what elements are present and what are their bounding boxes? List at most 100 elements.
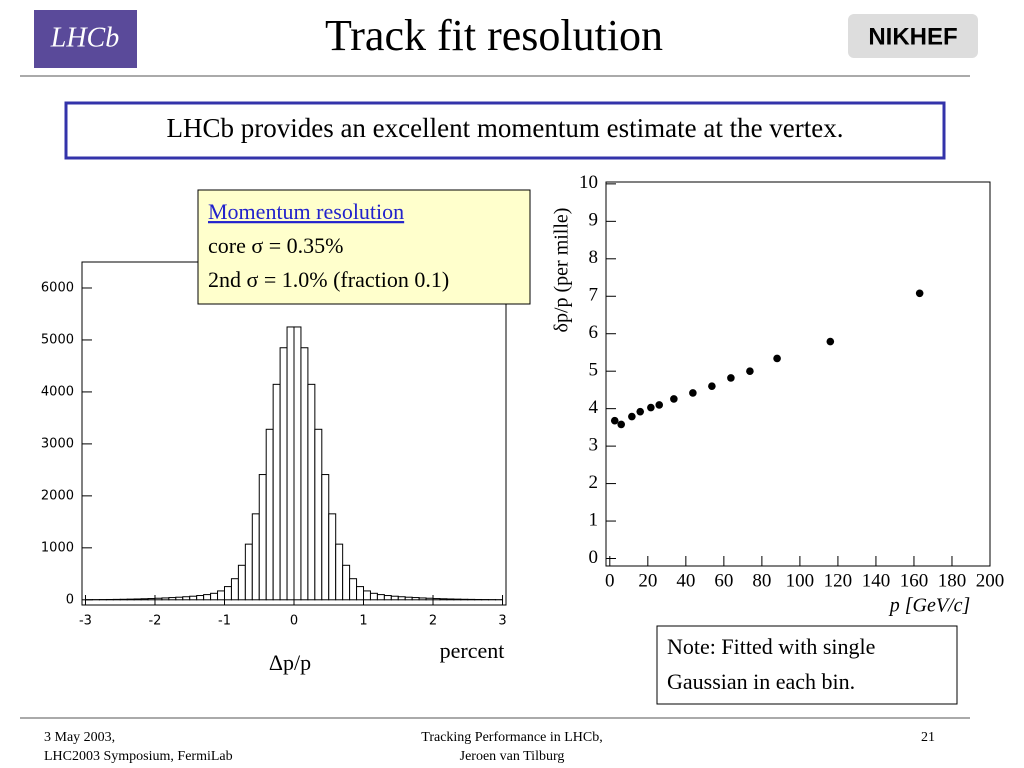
bar [196, 595, 205, 601]
x-tick-label: 2 [429, 614, 437, 629]
bar [321, 474, 330, 601]
note-line: Gaussian in each bin. [667, 669, 855, 694]
bar [286, 326, 295, 601]
x-tick-label: 3 [498, 614, 506, 629]
bar [237, 564, 246, 601]
note-box [656, 625, 958, 705]
x-tick-label: 20 [638, 570, 657, 591]
point [610, 416, 619, 425]
bar [217, 590, 225, 601]
histogram-chart: Δp/p percent -3 -2 -1 0 1 2 3 0 1000 2000 3000 4000 50… [41, 261, 507, 675]
bar [251, 513, 260, 601]
point [773, 354, 781, 363]
y-tick-label: 8 [589, 247, 599, 268]
y-tick-label: 4000 [41, 384, 74, 399]
point [636, 407, 645, 416]
y-axis-label: δp/p (per mille) [551, 208, 573, 333]
bar [369, 592, 378, 601]
bar [349, 578, 358, 601]
footer-center: Tracking Performance in LHCb, [421, 730, 602, 745]
bar [300, 347, 309, 601]
title: Track fit resolution [325, 11, 663, 60]
bar [397, 596, 406, 601]
bar [140, 598, 149, 601]
annotation-box [197, 189, 531, 305]
bar [376, 594, 385, 601]
x-tick-label: 200 [976, 570, 1005, 591]
y-tick-label: 9 [589, 210, 599, 231]
bar [446, 598, 455, 601]
bar [126, 598, 135, 601]
y-tick-label: 3 [589, 434, 599, 455]
y-tick-label: 5000 [41, 332, 74, 347]
callout: LHCb provides an excellent momentum esti… [166, 113, 843, 143]
point [628, 412, 636, 421]
bar [119, 598, 128, 601]
x-tick-label: 140 [862, 570, 891, 591]
bar [383, 595, 392, 601]
annotation-line: core σ = 0.35% [208, 233, 343, 258]
y-tick-label: 2 [589, 472, 599, 493]
bar [411, 597, 420, 601]
annotation-heading: Momentum resolution [208, 199, 404, 224]
bar [453, 598, 462, 601]
scatter-chart: p [GeV/c]δp/p (per mille)0 20 40 60 80 100 120… [551, 172, 1005, 616]
annotation-line: 2nd σ = 1.0% (fraction 0.1) [208, 267, 449, 292]
y-tick-label: 10 [579, 172, 598, 193]
bar [328, 513, 337, 601]
plot-frame [605, 181, 991, 567]
point [617, 420, 626, 429]
bar [404, 596, 413, 601]
bar [307, 383, 316, 601]
point [655, 401, 664, 409]
bar [203, 594, 212, 601]
x-tick-label: 40 [676, 570, 695, 591]
bar [168, 597, 177, 601]
bar [189, 595, 198, 601]
note-line: Note: Fitted with single [667, 634, 875, 659]
bar [279, 347, 288, 601]
footer-left: LHC2003 Symposium, FermiLab [44, 749, 233, 764]
x-axis-label: p [GeV/c] [888, 595, 971, 617]
point [746, 367, 754, 375]
logo-box [848, 14, 978, 58]
x-tick-label: -3 [79, 614, 92, 629]
bar [154, 597, 163, 601]
x-tick-label: 1 [359, 614, 367, 629]
point [689, 389, 697, 397]
y-tick-label: 1000 [41, 540, 74, 555]
x-tick-label: 0 [290, 614, 298, 629]
footer-center: Jeroen van Tilburg [460, 749, 565, 764]
bar [390, 595, 399, 601]
bar [182, 596, 191, 601]
bar [356, 586, 365, 601]
x-axis-label: Δp/p [269, 650, 311, 675]
x-axis-unit: percent [440, 638, 505, 663]
x-tick-label: 120 [824, 570, 853, 591]
callout-box [64, 101, 946, 160]
y-tick-label: 6 [589, 322, 599, 343]
y-tick-label: 0 [66, 592, 74, 607]
x-tick-label: 100 [786, 570, 815, 591]
bar [258, 474, 267, 601]
point [647, 403, 655, 412]
x-tick-label: -1 [218, 614, 231, 629]
bar [425, 597, 434, 601]
y-tick-label: 5 [589, 360, 599, 381]
bar [293, 326, 302, 601]
bar [147, 598, 156, 601]
x-tick-label: 180 [938, 570, 967, 591]
point [915, 289, 924, 298]
point [826, 337, 835, 346]
bar [460, 598, 469, 601]
bar [272, 383, 281, 601]
bar [223, 586, 232, 601]
logo-right: NIKHEF [868, 23, 957, 50]
x-tick-label: 160 [900, 570, 929, 591]
bar [418, 597, 427, 601]
y-tick-label: 1 [589, 509, 599, 530]
y-tick-label: 2000 [41, 488, 74, 503]
bar [335, 543, 344, 601]
